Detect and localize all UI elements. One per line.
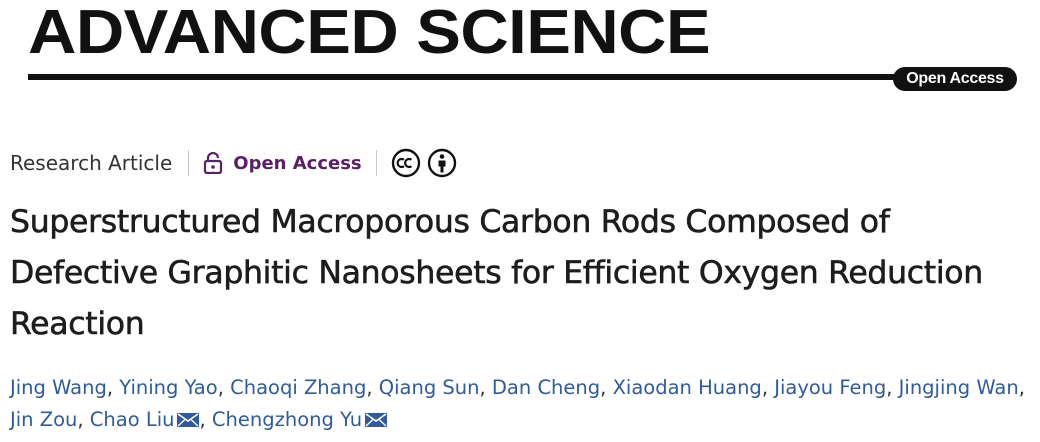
lock-icon	[203, 151, 223, 175]
article-meta-row: Research Article Open Access	[10, 145, 463, 181]
author-link[interactable]: Chao Liu	[89, 408, 175, 431]
author-link[interactable]: Jingjing Wan	[898, 376, 1019, 399]
attribution-icon[interactable]	[427, 148, 457, 178]
author-link[interactable]: Jiayou Feng	[774, 376, 887, 399]
author-link[interactable]: Chaoqi Zhang	[230, 376, 367, 399]
author-link[interactable]: Xiaodan Huang	[612, 376, 762, 399]
journal-logo[interactable]: ADVANCED SCIENCE	[28, 0, 711, 67]
author-link[interactable]: Qiang Sun	[378, 376, 480, 399]
divider	[188, 150, 190, 176]
author-link[interactable]: Dan Cheng	[491, 376, 601, 399]
author-link[interactable]: Chengzhong Yu	[211, 408, 363, 431]
creative-commons-icon[interactable]	[391, 148, 421, 178]
open-access-link[interactable]: Open Access	[233, 152, 362, 174]
open-access-badge: Open Access	[893, 67, 1017, 91]
author-link[interactable]: Jing Wang	[10, 376, 107, 399]
author-link[interactable]: Yining Yao	[119, 376, 218, 399]
article-type-label: Research Article	[10, 151, 173, 175]
envelope-icon[interactable]	[177, 405, 200, 427]
divider	[375, 150, 377, 176]
article-title: Superstructured Macroporous Carbon Rods …	[10, 204, 984, 343]
envelope-icon[interactable]	[365, 405, 388, 427]
author-link[interactable]: Jin Zou	[10, 408, 78, 431]
journal-masthead: ADVANCED SCIENCE Open Access	[0, 0, 1040, 100]
author-list: Jing Wang, Yining Yao, Chaoqi Zhang, Qia…	[10, 376, 1025, 431]
masthead-rule	[28, 74, 898, 80]
